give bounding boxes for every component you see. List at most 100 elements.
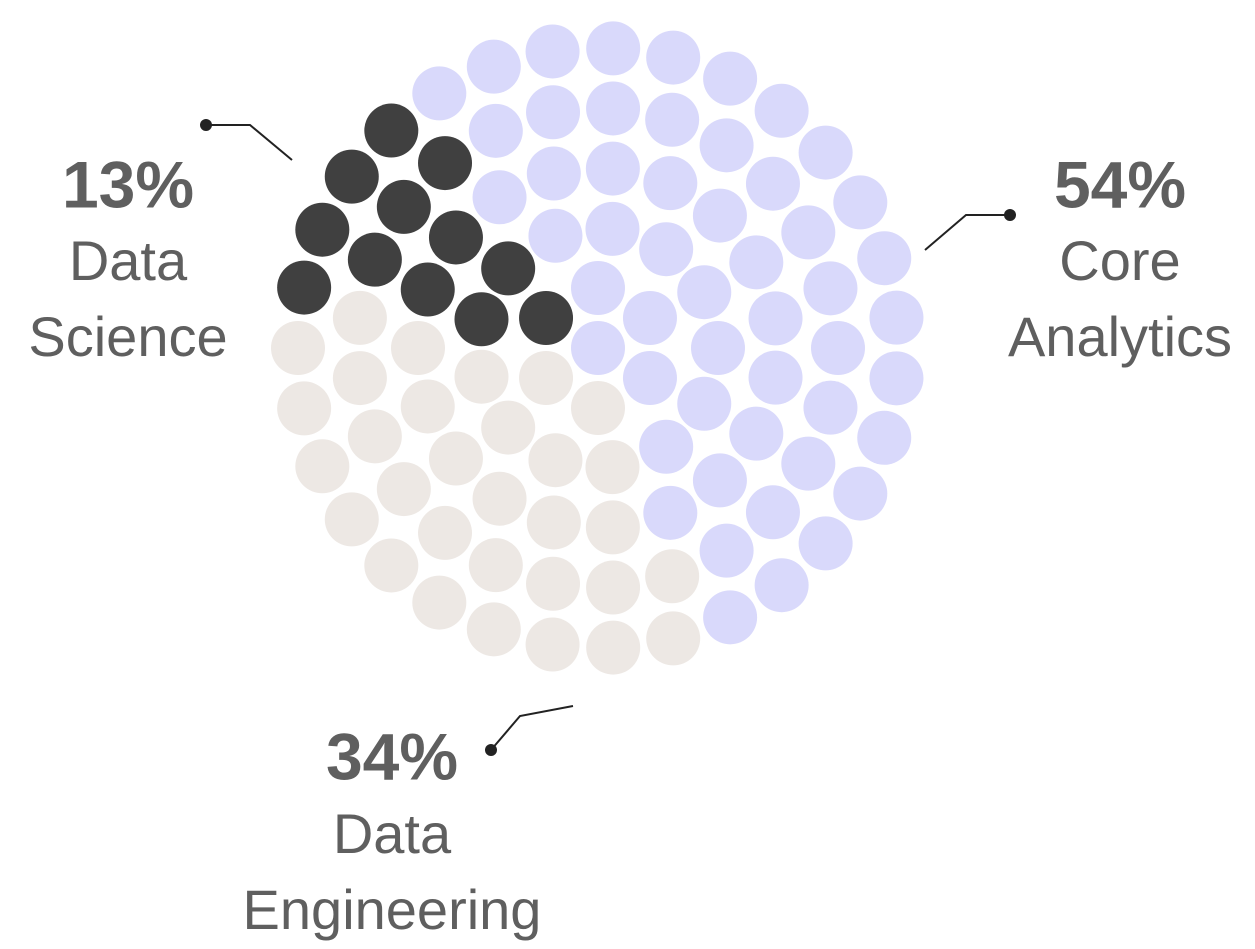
dot [481,400,536,455]
dot [585,440,640,495]
dot [271,321,325,375]
leader-line [924,214,1010,251]
dot [798,516,853,571]
dots [271,21,924,675]
dot [364,538,419,593]
dot [703,590,758,645]
dot [347,409,402,464]
segment [277,103,574,347]
dot [754,83,809,138]
dot [781,436,836,491]
dot [418,136,473,191]
value-label: 34% [326,719,458,793]
dot [526,85,581,140]
dot [586,620,641,675]
dot [519,291,574,345]
dot [332,351,387,406]
dot [454,292,509,347]
dot [646,30,701,85]
dot [525,617,580,672]
leader-dot [1004,209,1016,221]
dot [571,321,625,375]
dot [857,231,912,286]
segment [271,290,701,675]
dot [748,291,803,346]
leader-line [206,124,293,161]
dot [643,485,698,540]
dot [412,575,467,630]
dot [745,156,800,211]
dot [833,175,888,230]
value-label: 13% [62,147,194,221]
dot [571,381,625,435]
dot [798,125,853,180]
dot [869,351,924,406]
dot [691,321,745,375]
dot [677,265,732,320]
dot [347,232,402,287]
dot [428,431,483,486]
dot [295,202,350,257]
dot [526,146,581,201]
dot [526,556,581,611]
dot [428,210,483,265]
dot [586,21,641,76]
dot [833,466,888,521]
dot [857,410,912,465]
dot [803,261,858,316]
dot [585,500,640,555]
dot [528,433,583,488]
dot [412,66,467,121]
dot [400,262,455,317]
dot [571,261,625,315]
dot [803,380,858,435]
dot [699,118,754,173]
dot [364,103,419,158]
leader-dot [485,744,497,756]
dot [466,39,521,94]
dot [528,208,583,263]
dot [418,505,473,560]
dot [586,81,641,136]
dot [692,188,747,243]
dot [481,241,536,296]
dot [472,170,527,225]
dot [400,379,455,434]
dot [677,376,732,431]
dot [645,92,700,147]
dot [646,611,701,666]
dot [454,349,509,404]
dot [295,439,350,494]
dot [703,51,758,106]
dot [811,321,865,375]
dot [622,351,677,405]
dot [729,406,784,461]
leader-dot [200,119,212,131]
dot [324,149,379,204]
dot [585,141,640,196]
dot [472,471,527,526]
dot [468,103,523,158]
dot [277,260,332,315]
dot [585,201,640,256]
category-label: Core Analytics [1008,229,1232,368]
dot [781,205,836,260]
dot [699,523,754,578]
dot [277,381,332,436]
dot [519,351,574,405]
dot [324,492,379,547]
dot [639,419,694,474]
dot [376,462,431,517]
dot [525,24,580,79]
dot [748,350,803,405]
dot [466,602,521,657]
dot [622,291,677,345]
dot [391,321,445,375]
value-label: 54% [1054,147,1186,221]
dot [526,495,581,550]
dot [754,558,809,613]
dot [645,549,700,604]
category-label: Data Science [28,229,227,368]
dot [376,179,431,234]
